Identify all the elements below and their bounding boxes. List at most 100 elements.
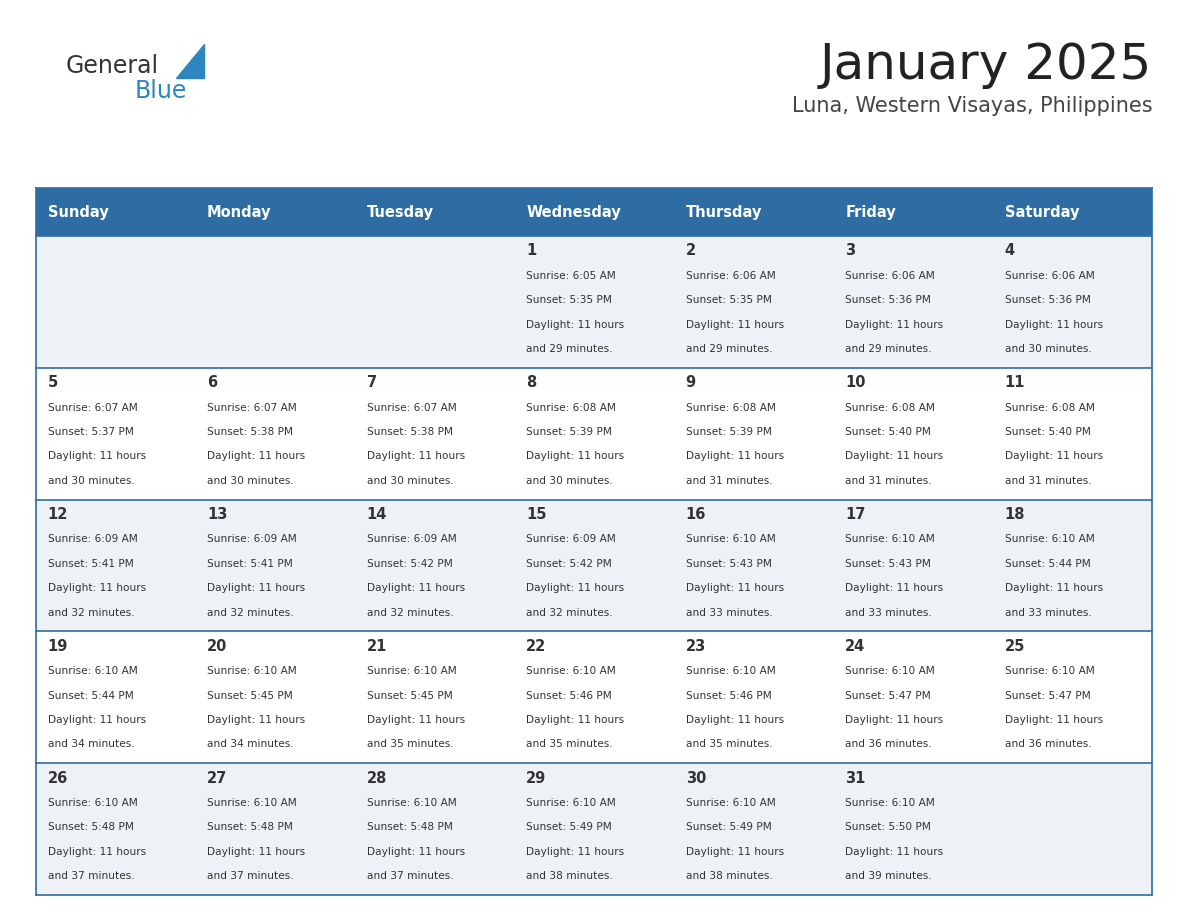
Text: and 33 minutes.: and 33 minutes.: [845, 608, 931, 618]
Text: and 39 minutes.: and 39 minutes.: [845, 871, 931, 881]
Text: Sunrise: 6:09 AM: Sunrise: 6:09 AM: [526, 534, 615, 544]
Text: 30: 30: [685, 770, 706, 786]
Text: Sunrise: 6:09 AM: Sunrise: 6:09 AM: [207, 534, 297, 544]
Text: 7: 7: [367, 375, 377, 390]
Text: Daylight: 11 hours: Daylight: 11 hours: [685, 715, 784, 725]
Text: Sunset: 5:41 PM: Sunset: 5:41 PM: [207, 559, 292, 569]
Text: Sunrise: 6:10 AM: Sunrise: 6:10 AM: [685, 798, 776, 808]
Text: 15: 15: [526, 507, 546, 522]
Text: Sunrise: 6:10 AM: Sunrise: 6:10 AM: [685, 666, 776, 677]
Text: Daylight: 11 hours: Daylight: 11 hours: [1005, 319, 1102, 330]
Text: General: General: [65, 54, 158, 78]
Text: Wednesday: Wednesday: [526, 205, 621, 219]
Text: Sunset: 5:46 PM: Sunset: 5:46 PM: [685, 690, 771, 700]
Text: and 35 minutes.: and 35 minutes.: [367, 739, 453, 749]
Text: Sunset: 5:36 PM: Sunset: 5:36 PM: [1005, 296, 1091, 305]
Text: Sunset: 5:42 PM: Sunset: 5:42 PM: [367, 559, 453, 569]
Text: and 30 minutes.: and 30 minutes.: [1005, 344, 1092, 354]
Text: Sunrise: 6:06 AM: Sunrise: 6:06 AM: [845, 271, 935, 281]
Text: January 2025: January 2025: [820, 41, 1152, 89]
Text: and 33 minutes.: and 33 minutes.: [685, 608, 772, 618]
Text: Sunrise: 6:08 AM: Sunrise: 6:08 AM: [1005, 403, 1094, 412]
Text: Sunset: 5:39 PM: Sunset: 5:39 PM: [685, 427, 771, 437]
Text: Sunset: 5:49 PM: Sunset: 5:49 PM: [526, 823, 612, 833]
Text: Sunrise: 6:10 AM: Sunrise: 6:10 AM: [48, 666, 138, 677]
Text: 16: 16: [685, 507, 706, 522]
Text: and 30 minutes.: and 30 minutes.: [48, 476, 134, 486]
Text: Sunset: 5:39 PM: Sunset: 5:39 PM: [526, 427, 612, 437]
Text: Daylight: 11 hours: Daylight: 11 hours: [845, 583, 943, 593]
Text: and 36 minutes.: and 36 minutes.: [1005, 739, 1092, 749]
Text: 24: 24: [845, 639, 865, 654]
Text: Daylight: 11 hours: Daylight: 11 hours: [48, 583, 146, 593]
Text: Sunrise: 6:06 AM: Sunrise: 6:06 AM: [1005, 271, 1094, 281]
Text: Sunset: 5:38 PM: Sunset: 5:38 PM: [367, 427, 453, 437]
Text: and 34 minutes.: and 34 minutes.: [48, 739, 134, 749]
Text: and 38 minutes.: and 38 minutes.: [685, 871, 772, 881]
Text: and 31 minutes.: and 31 minutes.: [1005, 476, 1092, 486]
Text: Daylight: 11 hours: Daylight: 11 hours: [845, 452, 943, 462]
Text: Sunset: 5:42 PM: Sunset: 5:42 PM: [526, 559, 612, 569]
Text: 14: 14: [367, 507, 387, 522]
Text: Sunset: 5:49 PM: Sunset: 5:49 PM: [685, 823, 771, 833]
Text: Sunset: 5:50 PM: Sunset: 5:50 PM: [845, 823, 931, 833]
Text: Sunrise: 6:08 AM: Sunrise: 6:08 AM: [685, 403, 776, 412]
Text: Sunset: 5:45 PM: Sunset: 5:45 PM: [207, 690, 292, 700]
Text: Sunrise: 6:05 AM: Sunrise: 6:05 AM: [526, 271, 615, 281]
Text: Thursday: Thursday: [685, 205, 762, 219]
Text: Daylight: 11 hours: Daylight: 11 hours: [526, 715, 624, 725]
Text: Sunrise: 6:08 AM: Sunrise: 6:08 AM: [526, 403, 617, 412]
Text: Sunset: 5:41 PM: Sunset: 5:41 PM: [48, 559, 133, 569]
Text: Sunrise: 6:09 AM: Sunrise: 6:09 AM: [48, 534, 138, 544]
Text: Daylight: 11 hours: Daylight: 11 hours: [1005, 715, 1102, 725]
Text: and 37 minutes.: and 37 minutes.: [48, 871, 134, 881]
Text: Daylight: 11 hours: Daylight: 11 hours: [367, 583, 465, 593]
Text: Sunrise: 6:07 AM: Sunrise: 6:07 AM: [207, 403, 297, 412]
FancyBboxPatch shape: [36, 499, 1152, 632]
Text: Sunset: 5:44 PM: Sunset: 5:44 PM: [48, 690, 133, 700]
Text: Sunrise: 6:07 AM: Sunrise: 6:07 AM: [367, 403, 456, 412]
Text: Sunrise: 6:10 AM: Sunrise: 6:10 AM: [685, 534, 776, 544]
Text: 27: 27: [207, 770, 227, 786]
Text: Sunrise: 6:09 AM: Sunrise: 6:09 AM: [367, 534, 456, 544]
Text: and 37 minutes.: and 37 minutes.: [207, 871, 293, 881]
Text: Sunrise: 6:10 AM: Sunrise: 6:10 AM: [367, 666, 456, 677]
Text: 26: 26: [48, 770, 68, 786]
Text: Sunset: 5:47 PM: Sunset: 5:47 PM: [1005, 690, 1091, 700]
Text: 9: 9: [685, 375, 696, 390]
Text: Luna, Western Visayas, Philippines: Luna, Western Visayas, Philippines: [791, 96, 1152, 117]
FancyBboxPatch shape: [36, 368, 1152, 499]
Text: and 37 minutes.: and 37 minutes.: [367, 871, 453, 881]
Text: Daylight: 11 hours: Daylight: 11 hours: [685, 583, 784, 593]
Text: 2: 2: [685, 243, 696, 258]
Text: Daylight: 11 hours: Daylight: 11 hours: [526, 583, 624, 593]
Text: Tuesday: Tuesday: [367, 205, 434, 219]
Text: Daylight: 11 hours: Daylight: 11 hours: [48, 452, 146, 462]
Text: and 32 minutes.: and 32 minutes.: [207, 608, 293, 618]
Text: 3: 3: [845, 243, 855, 258]
Text: Sunrise: 6:08 AM: Sunrise: 6:08 AM: [845, 403, 935, 412]
Text: Daylight: 11 hours: Daylight: 11 hours: [207, 583, 305, 593]
Text: 17: 17: [845, 507, 866, 522]
Text: Saturday: Saturday: [1005, 205, 1079, 219]
Text: and 34 minutes.: and 34 minutes.: [207, 739, 293, 749]
Text: Sunset: 5:46 PM: Sunset: 5:46 PM: [526, 690, 612, 700]
Text: Daylight: 11 hours: Daylight: 11 hours: [845, 715, 943, 725]
Text: 13: 13: [207, 507, 227, 522]
Text: Sunrise: 6:10 AM: Sunrise: 6:10 AM: [207, 798, 297, 808]
Text: and 29 minutes.: and 29 minutes.: [845, 344, 931, 354]
Text: Blue: Blue: [134, 79, 187, 103]
Text: Sunrise: 6:10 AM: Sunrise: 6:10 AM: [845, 798, 935, 808]
Text: Daylight: 11 hours: Daylight: 11 hours: [1005, 583, 1102, 593]
Text: Sunrise: 6:07 AM: Sunrise: 6:07 AM: [48, 403, 138, 412]
Text: Sunrise: 6:10 AM: Sunrise: 6:10 AM: [1005, 534, 1094, 544]
Text: Sunrise: 6:10 AM: Sunrise: 6:10 AM: [526, 798, 615, 808]
Text: 23: 23: [685, 639, 706, 654]
Text: and 31 minutes.: and 31 minutes.: [685, 476, 772, 486]
Polygon shape: [176, 44, 204, 78]
Text: and 30 minutes.: and 30 minutes.: [207, 476, 293, 486]
Text: and 30 minutes.: and 30 minutes.: [526, 476, 613, 486]
Text: Daylight: 11 hours: Daylight: 11 hours: [207, 715, 305, 725]
Text: Sunset: 5:45 PM: Sunset: 5:45 PM: [367, 690, 453, 700]
Text: Daylight: 11 hours: Daylight: 11 hours: [367, 847, 465, 856]
